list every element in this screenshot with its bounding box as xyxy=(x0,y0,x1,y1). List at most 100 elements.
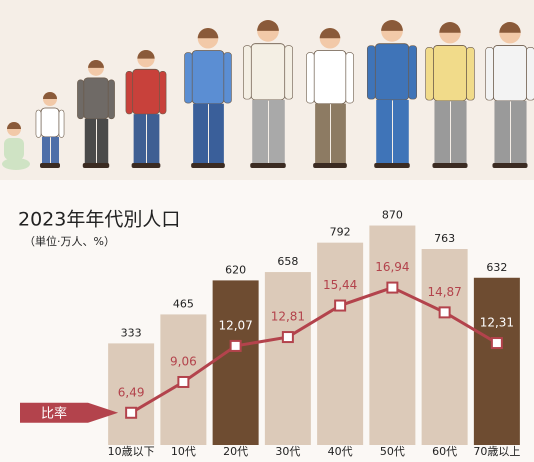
leg xyxy=(193,103,208,164)
hair xyxy=(43,92,57,99)
shoe xyxy=(40,163,60,168)
line-marker xyxy=(229,339,242,352)
x-tick-label: 20代 xyxy=(223,445,248,458)
bar xyxy=(108,343,155,445)
hair xyxy=(88,60,104,68)
legend-label: 比率 xyxy=(41,405,67,421)
hair xyxy=(257,20,279,31)
torso xyxy=(313,50,347,105)
shoe xyxy=(492,163,528,168)
arm xyxy=(425,47,434,101)
arm xyxy=(408,45,417,100)
x-tick-label: 40代 xyxy=(328,445,353,458)
hair xyxy=(319,28,341,39)
line-marker xyxy=(334,299,347,312)
hair xyxy=(197,28,219,39)
torso xyxy=(433,45,467,102)
line-value-label: 12,81 xyxy=(271,310,305,324)
line-value-label: 12,31 xyxy=(480,316,514,330)
bar xyxy=(421,249,468,445)
line-marker xyxy=(177,375,190,388)
shoe xyxy=(313,163,347,168)
bar xyxy=(264,272,311,445)
bar-value-label: 632 xyxy=(486,261,507,274)
line-marker xyxy=(438,306,451,319)
leg xyxy=(494,100,510,164)
line-value-label: 6,49 xyxy=(118,385,145,399)
shoe xyxy=(250,163,286,168)
torso xyxy=(493,45,527,102)
hair xyxy=(381,20,403,31)
bar-value-label: 620 xyxy=(225,263,246,276)
line-value-label: 16,94 xyxy=(375,260,409,274)
leg xyxy=(393,99,409,164)
bar-value-label: 870 xyxy=(382,209,403,222)
arm xyxy=(159,71,167,115)
torso xyxy=(191,50,225,105)
leg xyxy=(209,103,224,164)
bar-value-label: 465 xyxy=(173,297,194,310)
leg xyxy=(42,136,50,164)
arm xyxy=(35,109,42,138)
torso xyxy=(374,43,410,101)
torso xyxy=(83,77,109,120)
x-tick-label: 50代 xyxy=(380,445,405,458)
line-marker xyxy=(125,406,138,419)
arm xyxy=(58,109,65,138)
torso xyxy=(40,107,60,138)
illustration xyxy=(2,20,534,170)
arm xyxy=(367,45,376,100)
bar-value-label: 763 xyxy=(434,232,455,245)
leg xyxy=(51,136,59,164)
arm xyxy=(345,52,354,104)
arm xyxy=(125,71,133,115)
line-marker xyxy=(490,337,503,350)
shoe xyxy=(131,163,161,168)
x-tick-label: 10代 xyxy=(171,445,196,458)
arm xyxy=(184,52,193,104)
leg xyxy=(84,118,96,164)
hair xyxy=(439,21,461,33)
torso xyxy=(132,68,160,115)
bar-value-label: 333 xyxy=(121,326,142,339)
leg xyxy=(147,114,160,164)
bar-value-label: 792 xyxy=(330,226,351,239)
arm xyxy=(243,45,252,100)
bar xyxy=(212,280,259,445)
chart-title: 2023年年代別人口 xyxy=(18,209,180,231)
arm xyxy=(485,47,494,101)
shoe xyxy=(191,163,225,168)
chart-subtitle: （単位·万人、%） xyxy=(24,234,115,248)
bar xyxy=(317,242,364,445)
x-tick-label: 30代 xyxy=(275,445,300,458)
leg xyxy=(511,100,527,164)
shoe xyxy=(432,163,468,168)
bar-value-label: 658 xyxy=(277,255,298,268)
line-value-label: 15,44 xyxy=(323,278,357,292)
leg xyxy=(451,100,467,164)
legs xyxy=(2,158,30,170)
leg xyxy=(97,118,109,164)
x-tick-label: 60代 xyxy=(432,445,457,458)
shoe xyxy=(374,163,410,168)
legend-tag xyxy=(20,402,119,423)
body xyxy=(4,138,24,160)
hair xyxy=(499,21,521,33)
leg xyxy=(133,114,146,164)
leg xyxy=(269,99,285,164)
line-marker xyxy=(386,281,399,294)
torso xyxy=(250,43,286,101)
bar xyxy=(369,225,416,445)
x-tick-label: 10歳以下 xyxy=(108,445,155,458)
bar xyxy=(473,277,520,445)
leg xyxy=(434,100,450,164)
leg xyxy=(252,99,268,164)
hair xyxy=(7,122,21,129)
arm xyxy=(284,45,293,100)
arm xyxy=(77,79,85,120)
arm xyxy=(107,79,115,120)
line-marker xyxy=(281,331,294,344)
hair xyxy=(137,49,155,59)
